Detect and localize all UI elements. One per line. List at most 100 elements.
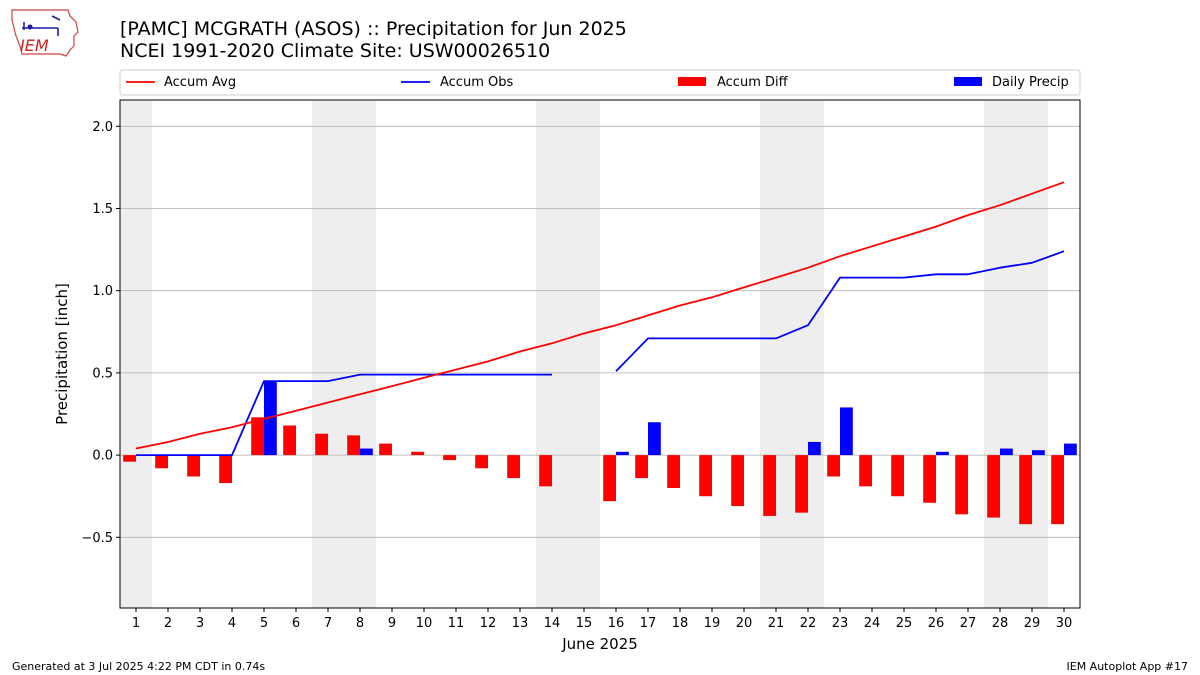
- daily-precip-bar: [840, 407, 853, 456]
- chart-subtitle: NCEI 1991-2020 Climate Site: USW00026510: [120, 40, 551, 62]
- accum-diff-bar: [923, 455, 936, 503]
- lines: [135, 181, 1065, 457]
- y-tick-label: 0.5: [92, 366, 113, 381]
- x-tick-label: 2: [164, 616, 172, 631]
- accum-diff-bar: [379, 443, 392, 456]
- accum-diff-bar: [859, 455, 872, 487]
- y-tick-label: 0.0: [92, 449, 113, 464]
- daily-precip-bar: [648, 422, 661, 456]
- x-tick-label: 28: [992, 616, 1009, 631]
- accum-diff-bar: [347, 435, 360, 456]
- accum-diff-bar: [411, 451, 424, 456]
- daily-precip-bar: [1000, 448, 1013, 456]
- accum-diff-bar: [699, 455, 712, 497]
- accum-diff-bar: [219, 455, 232, 484]
- x-tick-label: 3: [196, 616, 204, 631]
- accum-obs-line: [615, 250, 1065, 372]
- x-tick-label: 10: [416, 616, 433, 631]
- accum-diff-bar: [251, 417, 264, 456]
- logo-text: IEM: [20, 36, 49, 55]
- accum-diff-bar: [123, 455, 136, 462]
- plot-frame: [119, 99, 1081, 609]
- x-tick-label: 29: [1024, 616, 1041, 631]
- daily-precip-bar: [808, 441, 821, 456]
- weather-station-icon: [22, 15, 61, 36]
- station-dot-icon: [27, 24, 33, 30]
- x-tick-label: 19: [704, 616, 721, 631]
- x-axis: 1 2 3 4 5 6 7 8 9 10 11 12 13 14 15 16 17 18 19 20 21 22 23 24 2…: [132, 608, 1072, 631]
- x-tick-label: 6: [292, 616, 300, 631]
- accum-diff-bar: [955, 455, 968, 515]
- daily-precip-bar: [360, 448, 373, 456]
- daily-precip-bar: [1064, 443, 1077, 456]
- accum-diff-bar: [155, 455, 168, 469]
- legend-label-accum-obs: Accum Obs: [440, 75, 513, 90]
- x-tick-label: 25: [896, 616, 913, 631]
- accum-diff-bar: [1019, 455, 1032, 525]
- x-tick-label: 17: [640, 616, 657, 631]
- x-tick-label: 26: [928, 616, 945, 631]
- accum-obs-line: [136, 373, 552, 457]
- generated-timestamp: Generated at 3 Jul 2025 4:22 PM CDT in 0…: [12, 660, 266, 673]
- daily-precip-bar: [936, 451, 949, 456]
- x-tick-label: 11: [448, 616, 465, 631]
- x-tick-label: 1: [132, 616, 140, 631]
- y-tick-label: 1.0: [92, 284, 113, 299]
- legend-swatch-accum-diff: [678, 77, 706, 86]
- legend: Accum Avg Accum Obs Accum Diff Daily Pre…: [119, 69, 1081, 96]
- x-axis-label: June 2025: [561, 635, 638, 653]
- x-tick-label: 4: [228, 616, 236, 631]
- accum-diff-bar: [763, 455, 776, 516]
- weekend-band: [760, 100, 824, 608]
- y-axis: −0.5 0.0 0.5 1.0 1.5 2.0: [81, 120, 120, 546]
- accum-diff-bar: [283, 425, 296, 456]
- accum-diff-bar: [827, 455, 840, 477]
- weekend-band: [120, 100, 152, 608]
- x-tick-label: 16: [608, 616, 625, 631]
- x-tick-label: 13: [512, 616, 529, 631]
- accum-avg-line: [135, 181, 1065, 450]
- accum-diff-bar: [1051, 455, 1064, 525]
- weekend-band: [312, 100, 376, 608]
- chart-title: [PAMC] MCGRATH (ASOS) :: Precipitation f…: [120, 18, 627, 40]
- accum-diff-bar: [987, 455, 1000, 518]
- x-tick-label: 14: [544, 616, 561, 631]
- legend-label-daily-precip: Daily Precip: [992, 75, 1069, 90]
- accum-diff-bar: [635, 455, 648, 479]
- y-tick-label: 2.0: [92, 120, 113, 135]
- legend-swatch-daily-precip: [954, 77, 982, 86]
- y-tick-label: 1.5: [92, 202, 113, 217]
- daily-precip-bar: [1032, 450, 1045, 456]
- x-tick-label: 21: [768, 616, 785, 631]
- x-tick-label: 24: [864, 616, 881, 631]
- accum-diff-bar: [315, 433, 328, 456]
- accum-diff-bar: [891, 455, 904, 497]
- x-tick-label: 7: [324, 616, 332, 631]
- app-label: IEM Autoplot App #17: [1066, 660, 1189, 673]
- accum-diff-bar: [603, 455, 616, 502]
- accum-diff-bar: [443, 455, 456, 461]
- state-outline-icon: [11, 9, 79, 57]
- bars: [123, 381, 1077, 525]
- x-tick-label: 8: [356, 616, 364, 631]
- x-tick-label: 30: [1056, 616, 1073, 631]
- legend-box: [119, 69, 1081, 96]
- accum-diff-bar: [475, 455, 488, 469]
- weekend-band: [984, 100, 1048, 608]
- x-tick-label: 22: [800, 616, 817, 631]
- legend-label-accum-diff: Accum Diff: [717, 75, 789, 90]
- weekend-band: [536, 100, 600, 608]
- accum-diff-bar: [187, 455, 200, 477]
- accum-diff-bar: [795, 455, 808, 513]
- accum-diff-bar: [667, 455, 680, 488]
- x-tick-label: 9: [388, 616, 396, 631]
- accum-diff-bar: [507, 455, 520, 479]
- accum-diff-bar: [539, 455, 552, 487]
- weekend-shading: [120, 100, 1048, 608]
- x-tick-label: 12: [480, 616, 497, 631]
- y-gridlines: [120, 125, 1080, 538]
- x-tick-label: 15: [576, 616, 593, 631]
- x-tick-label: 23: [832, 616, 849, 631]
- x-tick-label: 18: [672, 616, 689, 631]
